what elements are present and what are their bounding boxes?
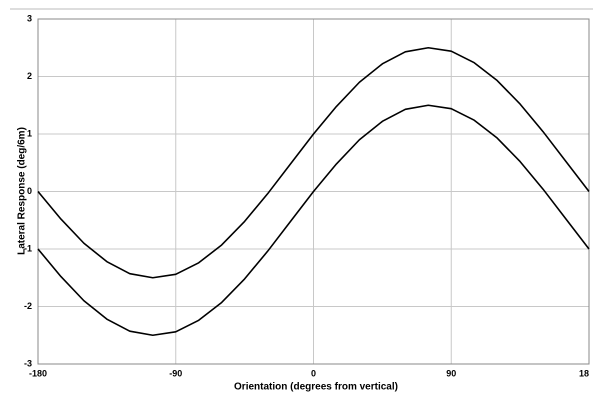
line xyxy=(37,46,590,279)
x-tick-label: -180 xyxy=(29,368,47,378)
y-tick-label: 3 xyxy=(27,13,32,23)
y-tick-label: 2 xyxy=(27,71,32,81)
x-tick-label: 90 xyxy=(446,368,456,378)
x-tick-label: -90 xyxy=(169,368,182,378)
y-tick-label: 0 xyxy=(27,186,32,196)
x-axis-title: Orientation (degrees from vertical) xyxy=(234,382,398,393)
y-tick-label: -1 xyxy=(24,243,32,253)
x-tick-label: 18 xyxy=(579,368,589,378)
y-tick-label: -2 xyxy=(24,301,32,311)
x-tick-label: 0 xyxy=(311,368,316,378)
line xyxy=(37,104,590,337)
y-axis-title: Lateral Response (deg/6m) xyxy=(17,127,28,255)
y-tick-label: -3 xyxy=(24,358,32,368)
y-tick-label: 1 xyxy=(27,128,32,138)
